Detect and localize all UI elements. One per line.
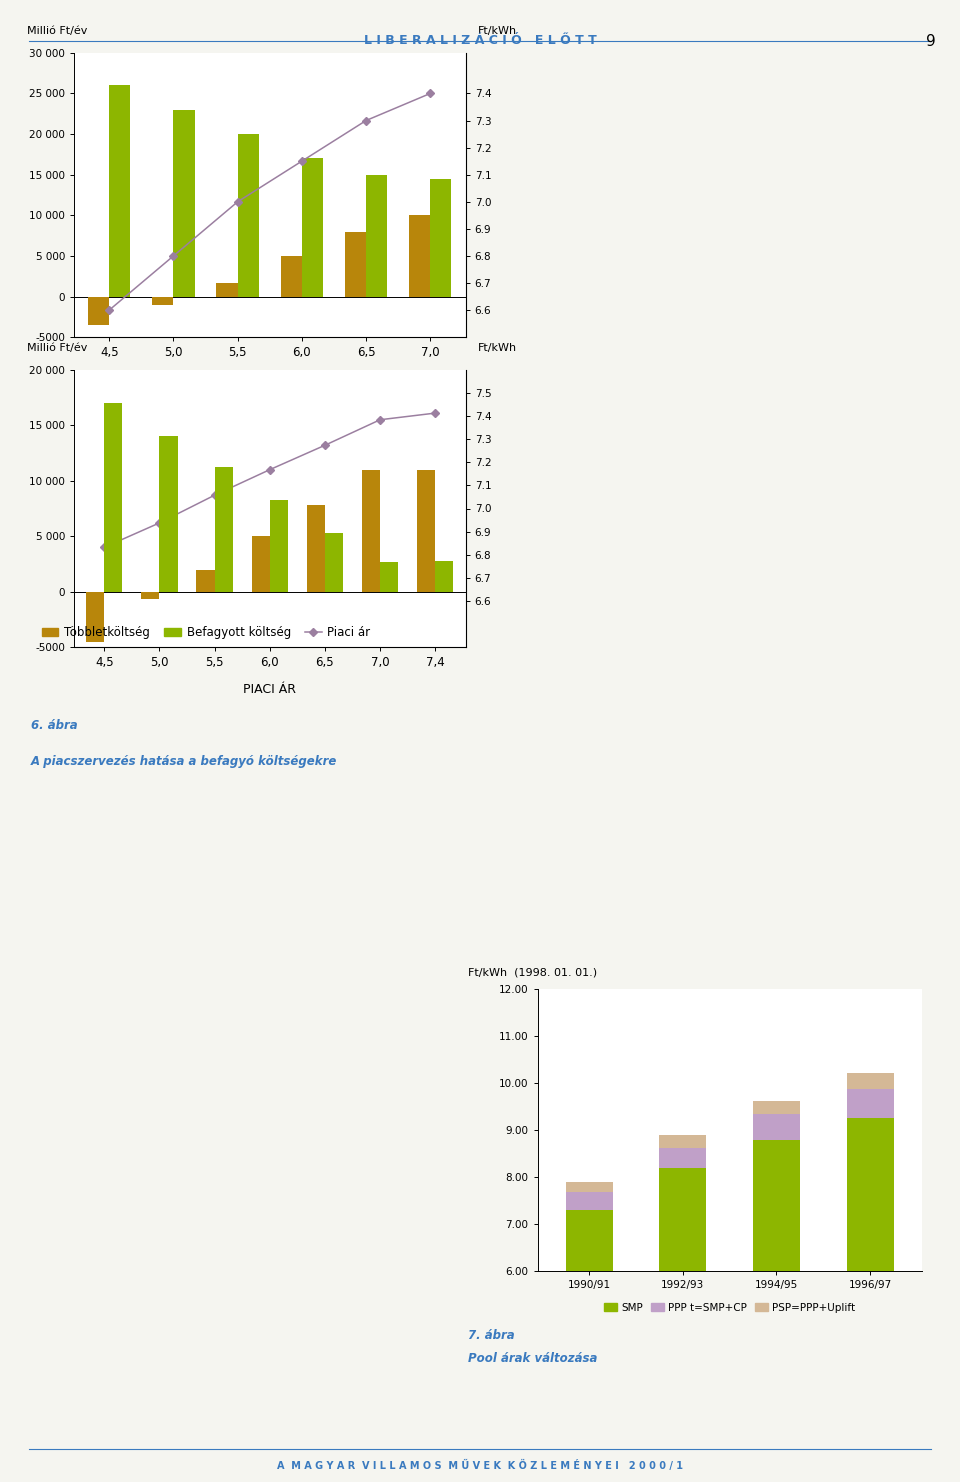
Bar — [153, 296, 174, 305]
Bar — [174, 110, 195, 296]
Bar — [660, 1168, 707, 1272]
Bar — [238, 133, 259, 296]
Bar — [362, 470, 380, 591]
Bar — [280, 256, 301, 296]
Bar — [847, 1119, 894, 1272]
Bar — [109, 86, 131, 296]
Bar — [324, 534, 343, 591]
Bar — [215, 467, 232, 591]
Bar — [88, 296, 109, 325]
Bar — [565, 1183, 612, 1192]
Text: L I B E R A L I Z Á C I Ó   E L Ő T T: L I B E R A L I Z Á C I Ó E L Ő T T — [364, 34, 596, 47]
Bar — [216, 283, 238, 296]
Bar — [345, 231, 366, 296]
Bar — [565, 1192, 612, 1211]
Bar — [141, 591, 159, 600]
Bar — [409, 215, 430, 296]
Text: 9: 9 — [926, 34, 936, 49]
Text: 6. ábra: 6. ábra — [31, 719, 78, 732]
Bar — [270, 499, 288, 591]
Bar — [366, 175, 387, 296]
Text: Pool árak változása: Pool árak változása — [468, 1352, 598, 1365]
Bar — [847, 1089, 894, 1119]
Text: Ft/kWh: Ft/kWh — [477, 25, 516, 36]
Legend: Többletköltség, Befagyott költség, Piaci ár: Többletköltség, Befagyott költség, Piaci… — [37, 621, 375, 643]
Text: A  M A G Y A R  V I L L A M O S  M Ű V E K  K Ö Z L E M É N Y E I   2 0 0 0 / 1: A M A G Y A R V I L L A M O S M Ű V E K … — [277, 1460, 683, 1470]
Bar — [430, 179, 451, 296]
Text: Millió Ft/év: Millió Ft/év — [27, 25, 87, 36]
Text: Ft/kWh: Ft/kWh — [477, 344, 516, 353]
Text: Millió Ft/év: Millió Ft/év — [27, 344, 87, 353]
Bar — [86, 591, 105, 642]
Text: A piacszervezés hatása a befagyó költségekre: A piacszervezés hatása a befagyó költség… — [31, 754, 338, 768]
Bar — [159, 436, 178, 591]
Bar — [753, 1101, 800, 1113]
Bar — [105, 403, 123, 591]
Bar — [307, 505, 324, 591]
Bar — [753, 1140, 800, 1272]
Bar — [197, 569, 215, 591]
Bar — [435, 560, 453, 591]
Bar — [380, 562, 398, 591]
Bar — [252, 536, 270, 591]
Bar — [660, 1149, 707, 1168]
Text: Ft/kWh  (1998. 01. 01.): Ft/kWh (1998. 01. 01.) — [468, 968, 598, 978]
Bar — [847, 1073, 894, 1089]
Legend: SMP, PPP t=SMP+CP, PSP=PPP+Uplift: SMP, PPP t=SMP+CP, PSP=PPP+Uplift — [600, 1298, 859, 1317]
Bar — [565, 1211, 612, 1272]
Bar — [753, 1113, 800, 1140]
Bar — [301, 159, 324, 296]
Text: 7. ábra: 7. ábra — [468, 1329, 516, 1343]
Bar — [417, 470, 435, 591]
Bar — [660, 1135, 707, 1149]
X-axis label: PIACI ÁR: PIACI ÁR — [243, 683, 297, 697]
